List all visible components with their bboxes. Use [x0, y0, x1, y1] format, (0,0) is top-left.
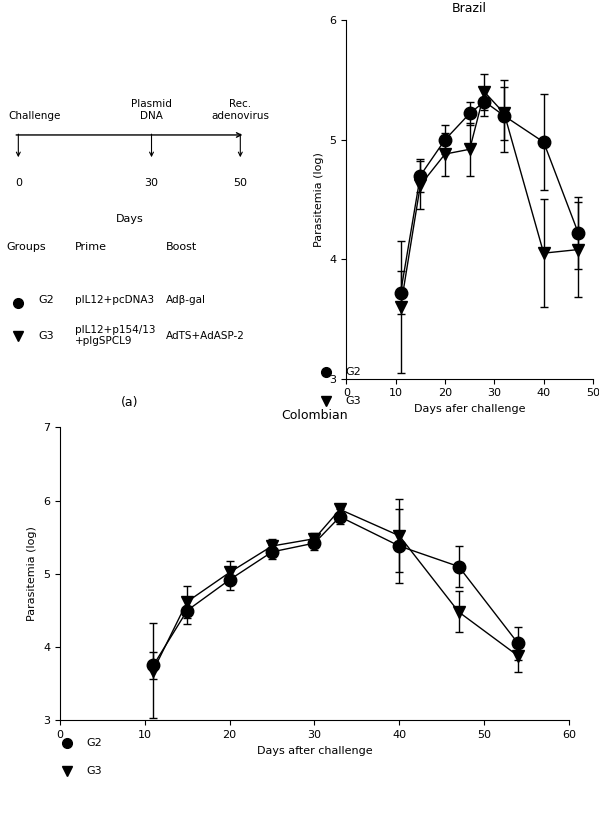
- Text: G3: G3: [345, 396, 361, 406]
- Text: pIL12+p154/13
+pIgSPCL9: pIL12+p154/13 +pIgSPCL9: [75, 325, 156, 346]
- X-axis label: Days afer challenge: Days afer challenge: [414, 404, 525, 414]
- Text: Groups: Groups: [6, 243, 46, 252]
- Text: Prime: Prime: [75, 243, 107, 252]
- Text: G2: G2: [38, 295, 54, 304]
- Title: Colombian: Colombian: [281, 409, 348, 422]
- Text: Boost: Boost: [167, 243, 198, 252]
- Title: Brazil: Brazil: [452, 2, 487, 15]
- Text: 0: 0: [15, 178, 22, 188]
- Text: Adβ-gal: Adβ-gal: [167, 295, 206, 304]
- Text: (b): (b): [443, 432, 461, 445]
- Text: G2: G2: [87, 737, 102, 748]
- Text: AdTS+AdASP-2: AdTS+AdASP-2: [167, 330, 245, 340]
- Text: 30: 30: [144, 178, 159, 188]
- X-axis label: Days after challenge: Days after challenge: [256, 746, 373, 755]
- Y-axis label: Parasitemia (log): Parasitemia (log): [28, 527, 38, 621]
- Text: G3: G3: [38, 330, 54, 340]
- Text: Days: Days: [116, 214, 143, 224]
- Text: Plasmid
DNA: Plasmid DNA: [131, 99, 172, 120]
- Text: pIL12+pcDNA3: pIL12+pcDNA3: [75, 295, 154, 304]
- Text: G2: G2: [345, 367, 361, 378]
- Text: 50: 50: [233, 178, 247, 188]
- Text: G3: G3: [87, 766, 102, 777]
- Text: Rec.
adenovirus: Rec. adenovirus: [211, 99, 270, 120]
- Text: (a): (a): [120, 396, 138, 409]
- Y-axis label: Parasitemia (log): Parasitemia (log): [314, 152, 324, 247]
- Text: Challenge: Challenge: [8, 111, 61, 120]
